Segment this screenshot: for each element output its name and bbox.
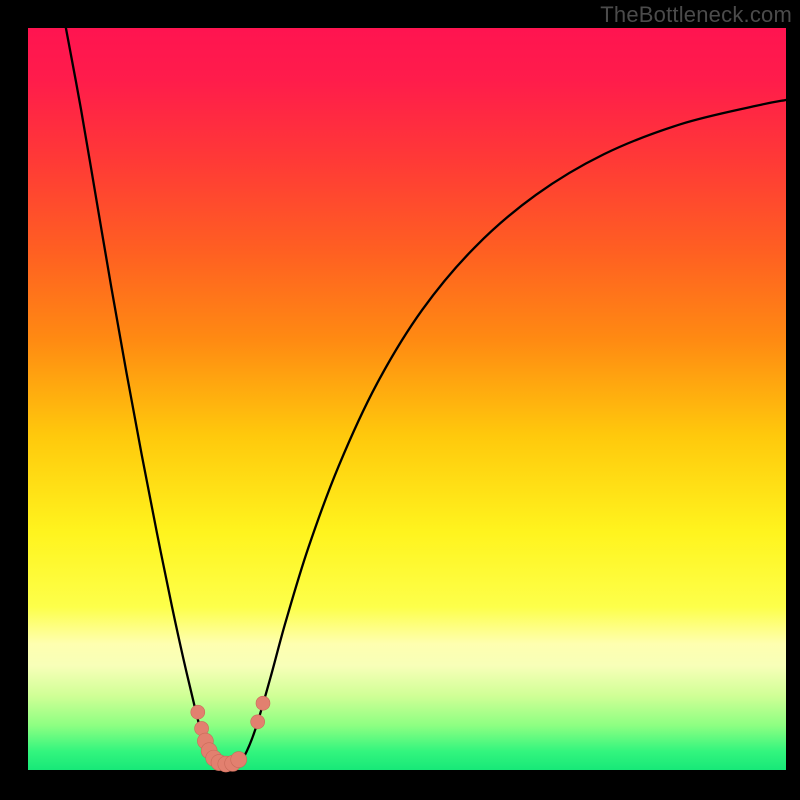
curve-marker [256,696,270,710]
gradient-plot-area [28,28,786,770]
watermark-text: TheBottleneck.com [600,2,792,28]
curve-marker [231,752,247,768]
curve-marker [191,705,205,719]
bottleneck-chart [0,0,800,800]
curve-marker [251,715,265,729]
chart-stage: TheBottleneck.com [0,0,800,800]
